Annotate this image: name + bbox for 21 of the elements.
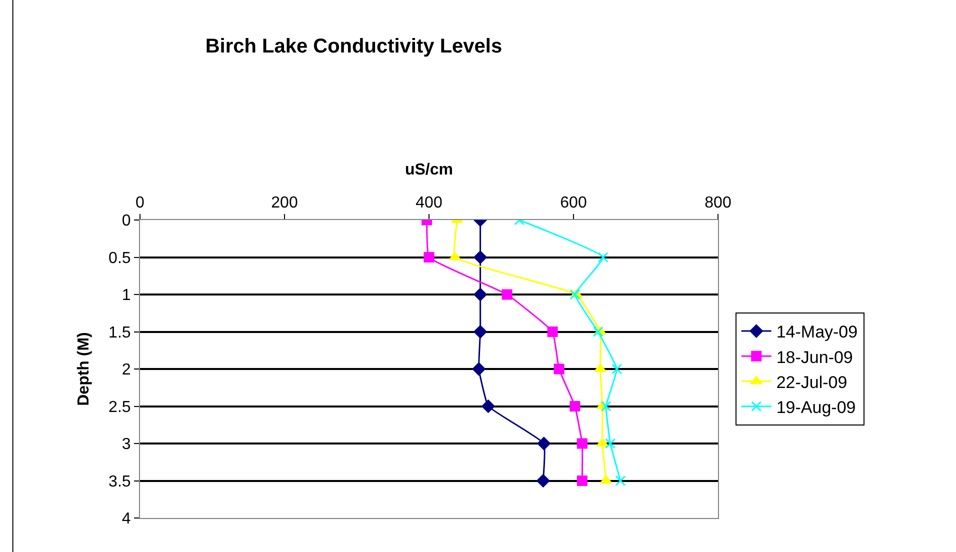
y-tick-label: 1.5 — [108, 324, 131, 342]
y-tick-label: 3.5 — [108, 473, 131, 490]
y-tick-label: 2 — [122, 362, 131, 379]
legend-label: 18-Jun-09 — [776, 348, 853, 367]
y-tick-label: 0 — [122, 212, 131, 230]
x-tick-label: 800 — [704, 194, 732, 212]
x-tick-label: 0 — [136, 194, 145, 212]
legend-label: 14-May-09 — [776, 322, 858, 342]
y-tick-label: 4 — [122, 510, 131, 528]
y-tick-label: 0.5 — [108, 250, 131, 267]
chart-title: Birch Lake Conductivity Levels — [205, 36, 502, 58]
legend-label: 19-Aug-09 — [776, 398, 856, 417]
x-tick-label: 600 — [560, 194, 587, 212]
y-axis-title: Depth (M) — [75, 332, 92, 406]
y-tick-label: 1 — [122, 287, 131, 304]
legend-label: 22-Jul-09 — [776, 372, 848, 392]
y-tick-label: 3 — [122, 436, 131, 454]
x-axis-title: uS/cm — [404, 162, 454, 178]
x-tick-label: 400 — [416, 194, 442, 212]
y-tick-label: 2.5 — [108, 398, 131, 416]
x-tick-label: 200 — [271, 194, 298, 212]
